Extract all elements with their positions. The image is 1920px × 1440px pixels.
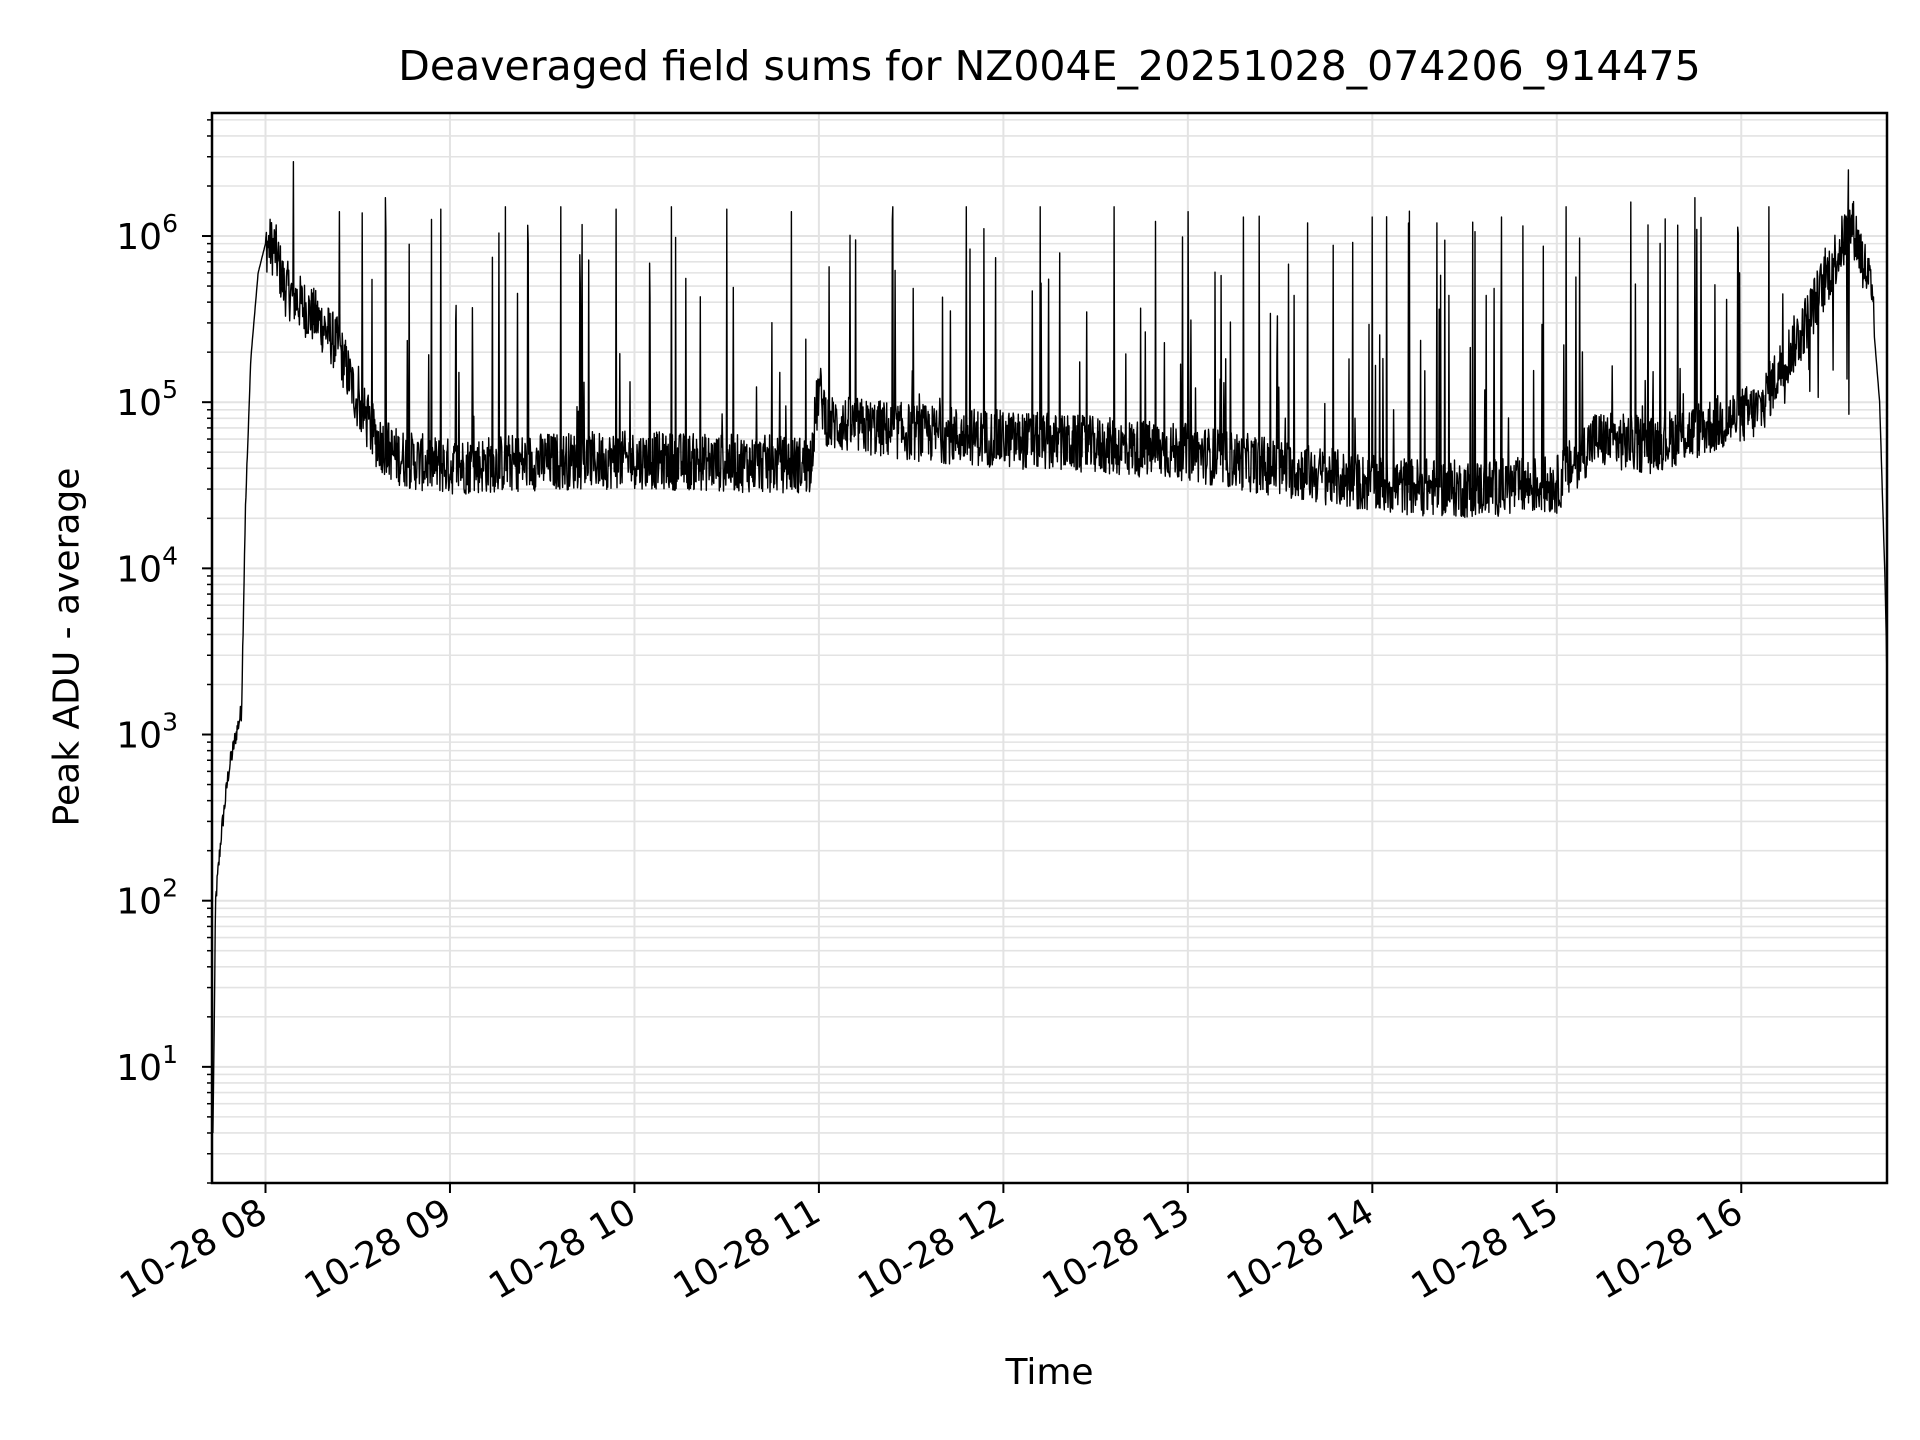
grid-lines — [212, 113, 1887, 1184]
y-tick-label-base: 10 — [116, 716, 162, 757]
y-tick-label-base: 10 — [116, 383, 162, 424]
y-tick-label-exponent: 4 — [162, 541, 178, 570]
y-tick-label: 105 — [116, 375, 178, 424]
y-tick-label: 103 — [116, 708, 178, 757]
data-series — [212, 161, 1888, 1134]
y-tick-label-base: 10 — [116, 1048, 162, 1089]
y-tick-label-exponent: 6 — [162, 209, 178, 238]
plot-frame — [210, 111, 1889, 1185]
x-axis-label: Time — [1005, 1352, 1094, 1393]
y-tick-label-exponent: 2 — [162, 874, 178, 903]
y-tick-label-base: 10 — [116, 882, 162, 923]
y-tick-label-exponent: 1 — [162, 1040, 178, 1069]
y-axis-label: Peak ADU - average — [46, 467, 88, 827]
y-tick-label-exponent: 3 — [162, 708, 178, 737]
y-tick-label: 102 — [116, 874, 178, 923]
y-tick-label: 101 — [116, 1040, 178, 1089]
y-tick-label: 106 — [116, 209, 178, 258]
y-tick-label-base: 10 — [116, 549, 162, 590]
y-tick-label-base: 10 — [116, 217, 162, 258]
y-tick-label-exponent: 5 — [162, 375, 178, 404]
series-line-deaveraged-field-sum — [212, 161, 1888, 1134]
chart-title: Deaveraged field sums for NZ004E_2025102… — [398, 42, 1701, 90]
y-tick-label: 104 — [116, 541, 178, 590]
